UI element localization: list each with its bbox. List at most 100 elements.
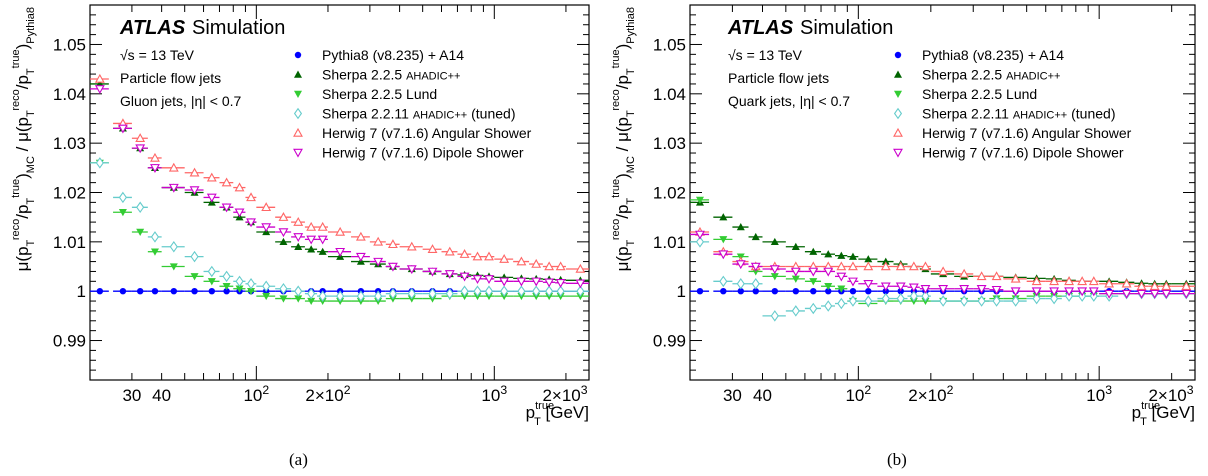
data-point <box>809 247 818 255</box>
data-point <box>959 284 970 294</box>
y-tick-label: 1.02 <box>653 184 686 203</box>
data-point <box>355 231 366 241</box>
x-tick-label: 40 <box>753 386 772 405</box>
legend-label: Herwig 7 (v7.1.6) Angular Shower <box>322 125 532 141</box>
data-point <box>207 265 216 278</box>
x-tick-label: 102 <box>243 383 269 405</box>
legend-marker <box>293 107 303 120</box>
data-point <box>880 282 891 292</box>
y-tick-label: 1.05 <box>653 35 686 54</box>
legend-label: Sherpa 2.2.5 AHADIC++ <box>322 67 460 83</box>
data-point <box>499 253 510 263</box>
data-point <box>1031 287 1042 297</box>
data-point <box>895 261 906 271</box>
data-point <box>769 265 780 275</box>
data-point <box>222 283 231 291</box>
y-tick-label: 0.99 <box>653 332 686 351</box>
data-point <box>848 261 858 271</box>
data-point <box>770 273 779 281</box>
data-point <box>484 251 494 261</box>
data-point <box>247 287 256 296</box>
data-point <box>235 275 244 288</box>
data-point <box>752 287 759 295</box>
legend-marker <box>293 127 303 137</box>
legend-marker <box>894 90 902 98</box>
data-point <box>896 292 905 305</box>
data-point <box>293 233 304 243</box>
data-point <box>792 287 800 295</box>
data-point <box>865 287 872 295</box>
data-point <box>881 292 890 305</box>
data-point <box>938 284 949 294</box>
data-point <box>168 183 179 193</box>
data-point <box>428 287 437 300</box>
data-point <box>864 255 873 263</box>
data-point <box>823 267 834 277</box>
legend-marker <box>894 70 902 78</box>
data-point <box>848 277 858 287</box>
data-point <box>555 261 566 271</box>
data-point <box>136 287 144 295</box>
legend-marker <box>894 51 902 59</box>
y-tick-label: 1 <box>77 282 86 301</box>
data-point <box>921 290 930 302</box>
data-point <box>206 193 217 203</box>
data-point <box>118 191 127 204</box>
data-point <box>459 249 470 258</box>
data-point <box>207 278 216 286</box>
data-point <box>261 223 272 233</box>
data-point <box>169 263 178 271</box>
data-point <box>191 287 198 295</box>
data-point <box>262 292 271 301</box>
data-point <box>484 285 494 297</box>
data-point <box>1181 281 1192 291</box>
data-point <box>976 284 987 294</box>
x-tick-label: 103 <box>1086 383 1112 405</box>
data-point <box>837 285 846 293</box>
data-point <box>1049 287 1060 297</box>
y-tick-label: 1.04 <box>53 85 86 104</box>
data-point <box>388 287 398 300</box>
data-point <box>575 263 586 273</box>
data-point <box>190 273 199 281</box>
data-point <box>770 237 779 246</box>
data-point <box>1010 287 1021 297</box>
data-point <box>444 270 455 280</box>
y-axis-label: μ(pTreco/pTtrue)MC / μ(pTreco/pTtrue)Pyt… <box>610 7 637 271</box>
series-4 <box>690 226 1195 291</box>
data-point <box>444 246 455 256</box>
data-point <box>976 271 987 281</box>
data-point <box>837 251 846 259</box>
data-point <box>278 228 289 238</box>
data-point <box>307 245 316 253</box>
info-line-energy: √s = 13 TeV <box>120 47 195 63</box>
data-point <box>791 305 800 317</box>
info-line-jets: Particle flow jets <box>120 70 221 86</box>
x-tick-label: 102 <box>845 383 871 405</box>
data-point <box>151 287 159 295</box>
data-point <box>719 236 728 244</box>
data-point <box>261 202 272 212</box>
data-point <box>770 310 779 322</box>
data-point <box>1049 276 1060 286</box>
data-point <box>118 209 127 217</box>
data-point <box>150 248 159 256</box>
data-point <box>895 282 906 292</box>
data-point <box>836 261 847 271</box>
data-point <box>388 239 398 249</box>
data-point <box>460 285 469 297</box>
data-point <box>881 257 890 265</box>
legend-label: Pythia8 (v8.235) + A14 <box>322 47 464 63</box>
data-point <box>307 297 316 306</box>
data-point <box>168 162 179 172</box>
data-point <box>356 290 365 302</box>
data-point <box>531 277 542 287</box>
data-point <box>751 278 760 290</box>
data-point <box>576 285 585 297</box>
data-point <box>135 144 146 154</box>
data-point <box>1136 289 1147 299</box>
legend-label: Pythia8 (v8.235) + A14 <box>922 47 1064 63</box>
data-point <box>1032 292 1041 305</box>
data-point <box>720 287 727 295</box>
